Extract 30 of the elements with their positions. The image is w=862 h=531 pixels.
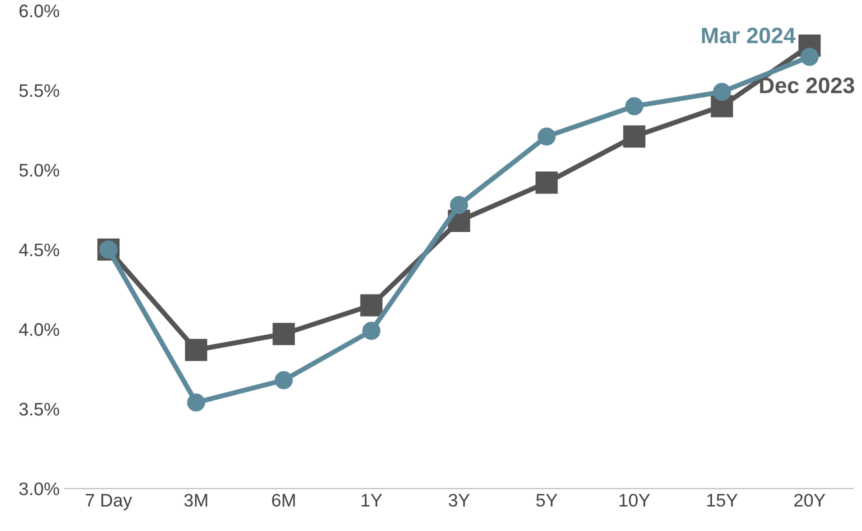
point xyxy=(184,338,208,362)
x-tick-label: 6M xyxy=(272,494,295,507)
x-tick-label: 15Y xyxy=(707,494,738,507)
point xyxy=(538,127,556,146)
y-tick-label: 4.5% xyxy=(19,244,60,256)
point xyxy=(450,196,468,214)
series-label: Mar 2024 xyxy=(702,28,796,44)
point xyxy=(712,82,731,101)
y-tick-label: 3.5% xyxy=(19,402,60,416)
point xyxy=(362,322,380,340)
point xyxy=(360,294,382,316)
point xyxy=(625,97,644,116)
x-tick-label: 7 Day xyxy=(86,494,132,510)
point xyxy=(274,371,293,390)
y-tick-label: 5.0% xyxy=(19,164,60,177)
point xyxy=(272,322,295,346)
point xyxy=(623,125,646,148)
x-tick-label: 5Y xyxy=(536,494,558,507)
x-tick-label: 10Y xyxy=(620,494,650,507)
y-tick-label: 5.5% xyxy=(19,84,60,97)
y-tick-label: 3.0% xyxy=(19,482,60,496)
y-tick-label: 4.0% xyxy=(19,323,60,336)
point xyxy=(187,393,206,412)
point xyxy=(536,172,558,194)
x-tick-label: 20Y xyxy=(794,494,826,507)
y-tick-label: 6.0% xyxy=(20,4,60,18)
x-tick-label: 3Y xyxy=(448,494,470,507)
x-tick-label: 1Y xyxy=(362,494,382,506)
point xyxy=(800,48,819,66)
x-tick-label: 3M xyxy=(184,494,208,507)
